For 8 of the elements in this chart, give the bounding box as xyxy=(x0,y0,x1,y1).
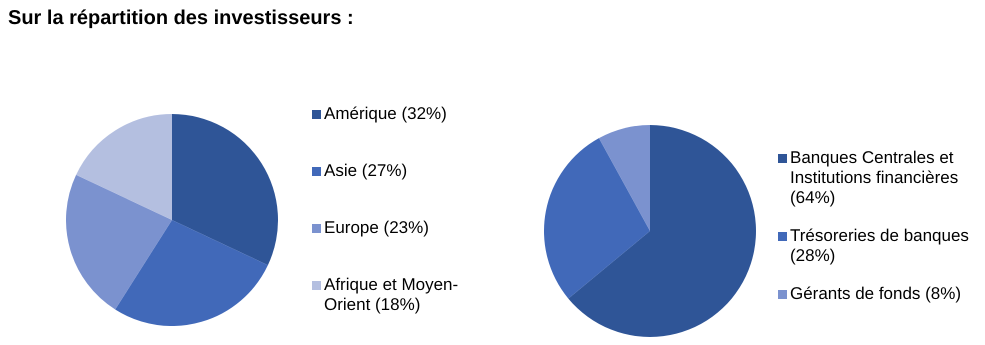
legend-label: Trésoreries de banques (28%) xyxy=(790,226,970,266)
legend-label: Gérants de fonds (8%) xyxy=(790,284,962,304)
legend-label: Europe (23%) xyxy=(324,218,430,238)
legend-label: Banques Centrales et Institutions financières (64%) xyxy=(790,148,960,208)
legend-label: Afrique et Moyen-Orient (18%) xyxy=(324,275,460,315)
legend-label: Asie (27%) xyxy=(324,161,408,181)
chart-title: Sur la répartition des investisseurs : xyxy=(8,7,354,29)
legend-label: Amérique (32%) xyxy=(324,104,448,124)
